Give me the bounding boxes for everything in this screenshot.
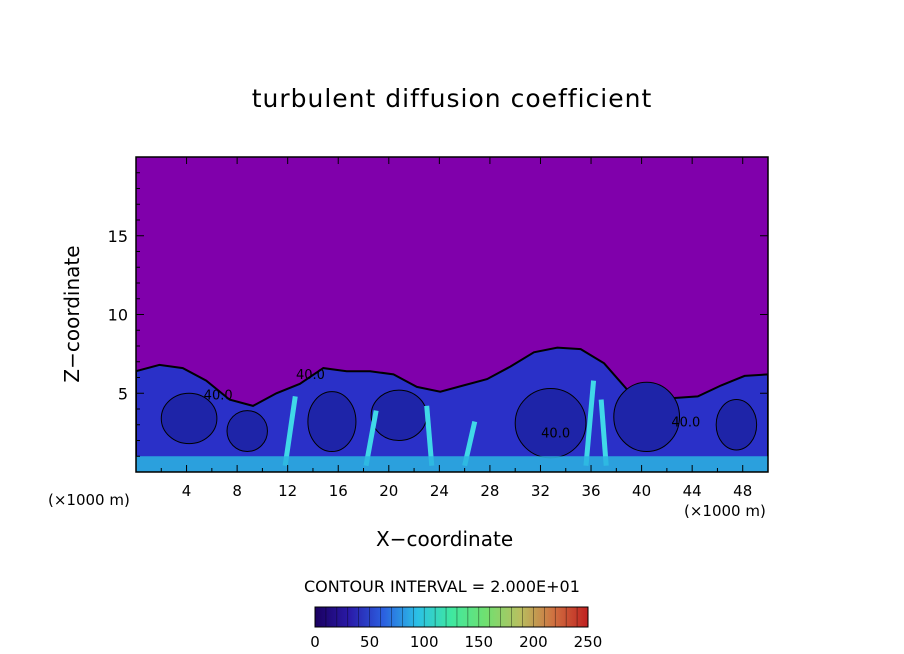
- colorbar-tick-label: 250: [574, 633, 603, 651]
- x-tick-label: 48: [733, 482, 752, 500]
- x-tick-label: 24: [430, 482, 449, 500]
- x-axis-unit: (×1000 m): [684, 502, 766, 520]
- contour-streak: [282, 396, 298, 467]
- contour-label: 40.0: [671, 415, 700, 430]
- y-tick-label: 10: [108, 306, 128, 325]
- y-tick-label: 5: [118, 384, 128, 403]
- contour-eddy: [160, 392, 218, 445]
- contour-eddy: [370, 389, 428, 441]
- contour-label: 40.0: [204, 389, 233, 404]
- colorbar-tick-label: 200: [519, 633, 548, 651]
- x-tick-label: 16: [329, 482, 348, 500]
- chart-title: turbulent diffusion coefficient: [251, 84, 653, 113]
- colorbar-tick-label: 0: [310, 633, 320, 651]
- contour-streak: [424, 405, 435, 466]
- contour-label: 40.0: [541, 426, 570, 441]
- x-tick-label: 36: [581, 482, 600, 500]
- surface-layer: [136, 456, 768, 472]
- x-tick-label: 32: [531, 482, 550, 500]
- x-tick-label: 4: [182, 482, 192, 500]
- contour-label: 40.0: [296, 368, 325, 383]
- turbulence-field: [136, 346, 768, 472]
- contour-streak: [583, 380, 597, 466]
- x-tick-label: 8: [232, 482, 242, 500]
- contour-eddy: [514, 388, 587, 459]
- contour-eddy: [715, 399, 758, 451]
- x-tick-label: 40: [632, 482, 651, 500]
- y-tick-label: 15: [108, 227, 128, 246]
- x-tick-label: 28: [480, 482, 499, 500]
- x-axis-label: X−coordinate: [376, 527, 514, 551]
- colorbar-tick-label: 150: [464, 633, 493, 651]
- contour-eddy: [307, 391, 357, 453]
- y-axis-label: Z−coordinate: [60, 245, 84, 383]
- contour-eddy: [226, 410, 268, 453]
- x-tick-label: 20: [379, 482, 398, 500]
- x-tick-label: 12: [278, 482, 297, 500]
- colorbar-tick-label: 100: [410, 633, 439, 651]
- y-axis-unit: (×1000 m): [48, 491, 130, 509]
- contour-eddy: [613, 381, 681, 453]
- contour-streak: [598, 399, 609, 466]
- colorbar: [314, 606, 589, 628]
- x-tick-label: 44: [683, 482, 702, 500]
- colorbar-tick-label: 50: [360, 633, 379, 651]
- contour-interval-label: CONTOUR INTERVAL = 2.000E+01: [304, 577, 580, 596]
